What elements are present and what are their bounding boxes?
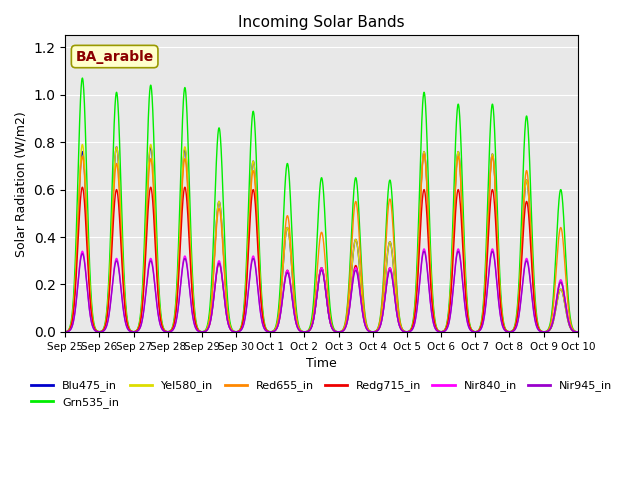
Red655_in (492, 198, 500, 204)
Redg715_in (608, 329, 616, 335)
Yel580_in (457, 179, 465, 185)
Grn535_in (79, 75, 86, 81)
Nir840_in (608, 329, 616, 335)
Nir840_in (409, 326, 417, 332)
Red655_in (409, 323, 417, 329)
Yel580_in (409, 322, 417, 328)
Line: Nir945_in: Nir945_in (65, 251, 612, 332)
Nir840_in (602, 329, 610, 335)
Nir945_in (488, 248, 496, 254)
Y-axis label: Solar Radiation (W/m2): Solar Radiation (W/m2) (15, 111, 28, 256)
Nir945_in (602, 329, 610, 335)
Grn535_in (173, 270, 181, 276)
Nir945_in (409, 326, 417, 332)
Grn535_in (525, 134, 532, 140)
Red655_in (457, 183, 465, 189)
Line: Redg715_in: Redg715_in (65, 187, 612, 332)
Nir840_in (488, 246, 496, 252)
Line: Red655_in: Red655_in (65, 154, 612, 332)
Blu475_in (602, 329, 610, 335)
Nir945_in (608, 329, 616, 335)
Nir945_in (525, 265, 532, 271)
Yel580_in (608, 329, 616, 335)
Grn535_in (61, 329, 69, 335)
Grn535_in (602, 329, 610, 335)
Redg715_in (457, 211, 465, 216)
Line: Yel580_in: Yel580_in (65, 144, 612, 332)
Nir945_in (173, 312, 181, 318)
Nir840_in (492, 267, 500, 273)
Line: Nir840_in: Nir840_in (65, 249, 612, 332)
Nir840_in (525, 263, 532, 268)
Nir840_in (61, 329, 69, 335)
Grn535_in (492, 158, 500, 164)
Redg715_in (173, 294, 181, 300)
Red655_in (61, 329, 69, 335)
Blu475_in (525, 192, 532, 198)
Title: Incoming Solar Bands: Incoming Solar Bands (238, 15, 405, 30)
Redg715_in (61, 329, 69, 335)
X-axis label: Time: Time (306, 357, 337, 370)
Redg715_in (79, 184, 86, 190)
Blu475_in (113, 144, 120, 150)
Redg715_in (602, 329, 610, 335)
Nir945_in (457, 260, 465, 266)
Nir945_in (492, 269, 500, 275)
Yel580_in (79, 142, 86, 147)
Red655_in (420, 151, 428, 157)
Red655_in (525, 184, 532, 190)
Grn535_in (409, 320, 417, 325)
Blu475_in (608, 329, 616, 335)
Redg715_in (525, 211, 532, 217)
Blu475_in (173, 285, 181, 290)
Yel580_in (602, 329, 610, 335)
Text: BA_arable: BA_arable (76, 49, 154, 63)
Yel580_in (173, 284, 181, 290)
Redg715_in (409, 324, 417, 329)
Yel580_in (492, 196, 500, 202)
Red655_in (608, 329, 616, 335)
Red655_in (602, 329, 610, 335)
Grn535_in (608, 329, 616, 335)
Yel580_in (61, 329, 69, 335)
Redg715_in (492, 223, 500, 228)
Nir945_in (61, 329, 69, 335)
Yel580_in (525, 192, 532, 198)
Nir840_in (457, 258, 465, 264)
Line: Grn535_in: Grn535_in (65, 78, 612, 332)
Blu475_in (409, 322, 417, 328)
Blu475_in (457, 179, 465, 185)
Blu475_in (492, 196, 500, 202)
Legend: Blu475_in, Grn535_in, Yel580_in, Red655_in, Redg715_in, Nir840_in, Nir945_in: Blu475_in, Grn535_in, Yel580_in, Red655_… (26, 376, 617, 412)
Line: Blu475_in: Blu475_in (65, 147, 612, 332)
Grn535_in (457, 139, 465, 145)
Blu475_in (61, 329, 69, 335)
Nir840_in (173, 312, 181, 318)
Red655_in (173, 290, 181, 296)
